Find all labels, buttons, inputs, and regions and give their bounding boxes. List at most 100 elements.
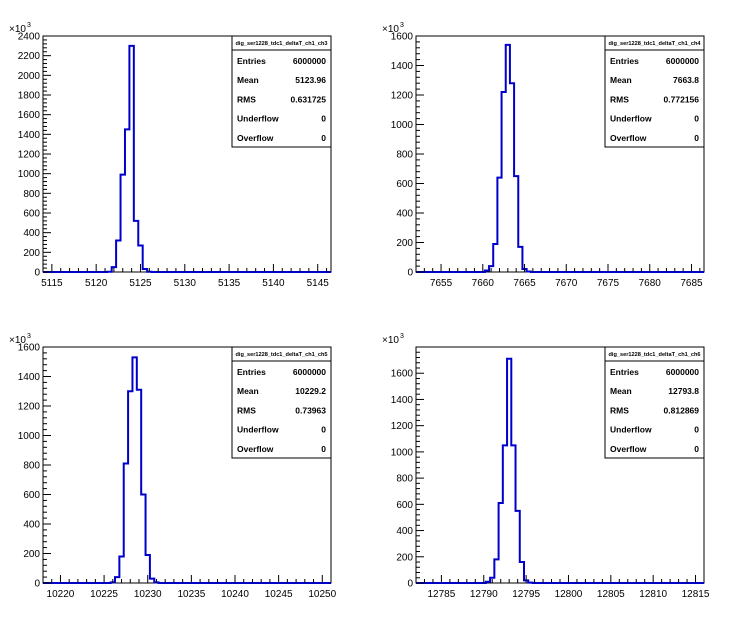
stats-value: 5123.96 xyxy=(295,75,326,85)
x-tick-label: 10220 xyxy=(47,589,75,600)
stats-label: Mean xyxy=(610,75,632,85)
x-tick-label: 5115 xyxy=(41,278,63,289)
x-tick-label: 10235 xyxy=(177,589,205,600)
histogram-bin xyxy=(514,176,518,272)
x-tick-label: 7680 xyxy=(639,278,662,289)
y-axis-exponent: 3 xyxy=(27,333,31,340)
x-tick-label: 10245 xyxy=(265,589,293,600)
stats-value: 6000000 xyxy=(666,367,699,377)
histogram-panel-4: 12785 12790 12795 12800 12805 12810 12815 0 200 4… xyxy=(382,333,710,600)
histogram-bin xyxy=(150,579,154,583)
y-tick-label: 0 xyxy=(34,579,40,590)
stats-label: Entries xyxy=(610,367,639,377)
stats-value: 0 xyxy=(694,444,699,454)
stats-value: 0 xyxy=(321,444,326,454)
histogram-bin xyxy=(116,241,120,272)
stats-label: RMS xyxy=(610,405,629,415)
stats-value: 7663.8 xyxy=(673,75,699,85)
y-tick-label: 400 xyxy=(23,228,40,239)
stats-label: Overflow xyxy=(237,133,274,143)
y-tick-label: 1600 xyxy=(391,369,414,380)
y-tick-label: 1000 xyxy=(391,120,414,131)
histogram-bin xyxy=(518,247,522,272)
stats-box xyxy=(231,346,332,459)
x-tick-label: 7675 xyxy=(597,278,620,289)
x-tick-label: 10250 xyxy=(308,589,336,600)
histogram-bin xyxy=(132,357,136,583)
histogram-series xyxy=(43,44,331,273)
histogram-panel-2: 7655 7660 7665 7670 7675 7680 7685 0 200 400 600 80… xyxy=(382,22,705,289)
histogram-bin xyxy=(506,45,510,272)
histogram-series xyxy=(416,43,704,273)
x-tick-label: 12805 xyxy=(597,589,625,600)
y-tick-label: 800 xyxy=(396,150,413,161)
histogram-bin xyxy=(143,269,147,272)
y-tick-label: 600 xyxy=(23,209,40,220)
x-tick-label: 5140 xyxy=(262,278,285,289)
x-tick-label: 7660 xyxy=(472,278,495,289)
histogram-bin xyxy=(121,175,125,272)
stats-label: Entries xyxy=(237,56,266,66)
histogram-bin xyxy=(520,562,524,583)
y-tick-label: 800 xyxy=(23,461,40,472)
stats-box xyxy=(604,346,705,459)
stats-label: Underflow xyxy=(237,114,279,124)
stats-value: 12793.8 xyxy=(668,386,699,396)
stats-value: 0 xyxy=(321,114,326,124)
histogram-bin xyxy=(137,390,141,583)
y-tick-label: 1400 xyxy=(18,130,41,141)
y-axis-multiplier: ×10 xyxy=(382,24,399,35)
x-tick-label: 7670 xyxy=(555,278,578,289)
histogram-bin xyxy=(516,511,520,583)
stats-value: 6000000 xyxy=(293,56,326,66)
x-tick-label: 7665 xyxy=(513,278,536,289)
y-tick-label: 400 xyxy=(23,520,40,531)
x-tick-label: 12800 xyxy=(555,589,583,600)
histogram-bin xyxy=(499,503,503,583)
stats-title: dig_ser1228_tdc1_deltaT_ch1_ch6 xyxy=(608,352,700,358)
stats-label: Entries xyxy=(610,56,639,66)
stats-value: 0.772156 xyxy=(664,94,700,104)
y-axis-exponent: 3 xyxy=(27,22,31,29)
stats-value: 0 xyxy=(321,425,326,435)
x-tick-label: 12795 xyxy=(512,589,540,600)
histogram-bin xyxy=(115,577,119,583)
y-tick-label: 0 xyxy=(34,268,40,279)
histogram-panel-3: 10220 10225 10230 10235 10240 10245 10250 0 200 4… xyxy=(9,333,337,600)
y-tick-label: 1200 xyxy=(391,91,414,102)
histogram-bin xyxy=(503,445,507,583)
stats-value: 0 xyxy=(694,114,699,124)
y-tick-label: 1000 xyxy=(391,447,414,458)
x-tick-label: 10230 xyxy=(134,589,162,600)
y-axis-exponent: 3 xyxy=(400,333,404,340)
stats-value: 0.73963 xyxy=(295,405,326,415)
histogram-panel-1: 5115 5120 5125 5130 5135 5140 5145 0 200 400 600 80… xyxy=(9,22,332,289)
stats-title: dig_ser1228_tdc1_deltaT_ch1_ch5 xyxy=(235,352,327,358)
stats-label: Entries xyxy=(237,367,266,377)
y-axis-exponent: 3 xyxy=(400,22,404,29)
x-tick-label: 5130 xyxy=(174,278,197,289)
y-tick-label: 800 xyxy=(396,474,413,485)
stats-label: Overflow xyxy=(237,444,274,454)
y-axis-multiplier: ×10 xyxy=(9,24,26,35)
histogram-bin xyxy=(493,244,497,272)
stats-label: Mean xyxy=(237,75,259,85)
x-tick-label: 12790 xyxy=(470,589,498,600)
histogram-bin xyxy=(511,445,515,583)
y-tick-label: 2400 xyxy=(18,32,41,43)
y-tick-label: 200 xyxy=(396,552,413,563)
histogram-bin xyxy=(124,464,128,583)
histogram-bin xyxy=(507,359,511,583)
histogram-bin xyxy=(485,271,489,272)
y-tick-label: 1400 xyxy=(391,395,414,406)
stats-label: Underflow xyxy=(237,425,279,435)
histogram-bin xyxy=(497,178,501,272)
y-tick-label: 600 xyxy=(396,179,413,190)
y-tick-label: 200 xyxy=(23,248,40,259)
stats-label: RMS xyxy=(610,94,629,104)
y-tick-label: 400 xyxy=(396,526,413,537)
histogram-series xyxy=(416,357,704,584)
x-tick-label: 10240 xyxy=(221,589,249,600)
x-tick-label: 12785 xyxy=(428,589,456,600)
